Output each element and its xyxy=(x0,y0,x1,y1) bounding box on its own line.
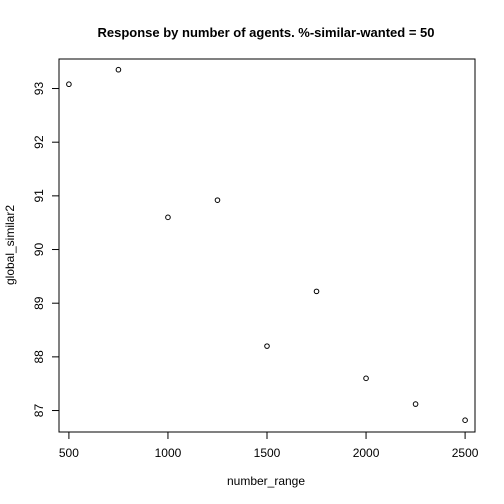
y-tick-label: 91 xyxy=(32,189,46,203)
y-tick-label: 87 xyxy=(32,404,46,418)
data-point xyxy=(115,66,122,73)
data-point xyxy=(412,401,419,407)
x-tick-label: 1000 xyxy=(155,446,182,460)
data-point xyxy=(165,214,171,221)
x-tick-label: 2000 xyxy=(353,446,380,460)
data-point xyxy=(462,417,468,423)
x-tick-label: 500 xyxy=(59,446,79,460)
data-point xyxy=(264,343,270,349)
y-tick-label: 89 xyxy=(32,296,46,310)
y-tick-label: 88 xyxy=(32,350,46,364)
x-tick-label: 1500 xyxy=(254,446,281,460)
y-axis-label: global_similar2 xyxy=(3,205,17,285)
x-axis: 500 1000 1500 2000 2500 xyxy=(59,431,479,460)
chart-title: Response by number of agents. %-similar-… xyxy=(97,25,434,40)
y-axis: 87 88 89 90 91 92 93 xyxy=(32,82,60,418)
x-axis-label: number_range xyxy=(227,474,305,488)
y-tick-label: 90 xyxy=(32,243,46,257)
plot-frame xyxy=(58,58,476,433)
y-tick-label: 93 xyxy=(32,82,46,96)
y-tick-label: 92 xyxy=(32,135,46,149)
x-tick-label: 2500 xyxy=(452,446,479,460)
data-point xyxy=(363,375,369,382)
data-point xyxy=(66,81,72,88)
data-point xyxy=(313,288,320,295)
data-point xyxy=(214,197,221,203)
data-points xyxy=(66,66,468,423)
